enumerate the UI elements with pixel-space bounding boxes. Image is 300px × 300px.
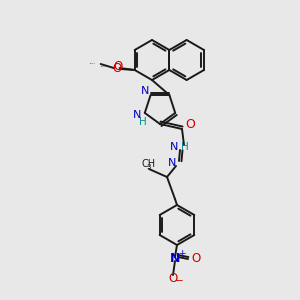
Text: N: N — [170, 253, 180, 266]
Text: N: N — [168, 158, 176, 168]
Text: +: + — [178, 248, 186, 257]
Text: O: O — [113, 59, 122, 73]
Text: H: H — [181, 142, 189, 152]
Text: H: H — [139, 117, 147, 127]
Text: 3: 3 — [146, 164, 151, 170]
Text: methoxy: methoxy — [90, 62, 96, 64]
Text: methoxy: methoxy — [100, 65, 107, 67]
Text: N: N — [140, 86, 149, 96]
Text: O: O — [191, 251, 201, 265]
Text: N: N — [133, 110, 141, 120]
Text: N: N — [170, 142, 178, 152]
Text: O: O — [112, 61, 121, 74]
Text: O: O — [185, 118, 195, 130]
Text: CH: CH — [141, 159, 155, 169]
Text: −: − — [175, 276, 183, 286]
Text: O: O — [168, 272, 178, 286]
